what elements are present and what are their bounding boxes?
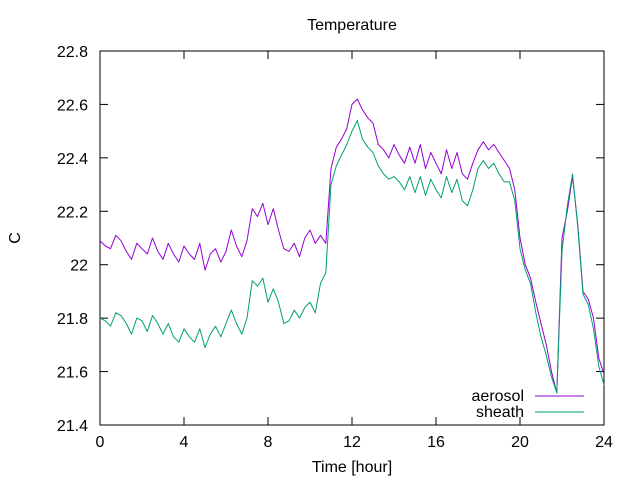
plot-frame: [99, 50, 605, 426]
series-layer: [99, 98, 605, 394]
series-line-aerosol: [99, 98, 605, 394]
x-tick-label: 0: [96, 434, 105, 451]
chart-title: Temperature: [307, 17, 397, 34]
x-axis-label: Time [hour]: [312, 459, 392, 476]
y-axis-label: C: [7, 232, 24, 244]
x-tick-label: 16: [427, 434, 445, 451]
x-tick-label: 8: [264, 434, 273, 451]
y-tick-label: 22.4: [57, 151, 88, 168]
y-tick-label: 22.8: [57, 44, 88, 61]
x-tick-label: 4: [180, 434, 189, 451]
y-tick-label: 22.2: [57, 204, 88, 221]
y-tick-label: 21.6: [57, 365, 88, 382]
x-tick-label: 24: [595, 434, 613, 451]
y-tick-label: 21.4: [57, 418, 88, 435]
y-tick-label: 22.6: [57, 97, 88, 114]
y-axis-ticks: 21.4 21.6 21.8 22 22.2 22.4 22.6 22.8: [57, 44, 604, 435]
series-line-sheath: [99, 120, 605, 394]
y-tick-label: 22: [70, 258, 88, 275]
legend-label-aerosol: aerosol: [472, 388, 524, 405]
x-tick-label: 12: [343, 434, 361, 451]
legend-label-sheath: sheath: [476, 404, 524, 421]
x-axis-ticks: 0 4 8 12 16 20 24: [96, 51, 613, 451]
x-tick-label: 20: [511, 434, 529, 451]
y-tick-label: 21.8: [57, 311, 88, 328]
